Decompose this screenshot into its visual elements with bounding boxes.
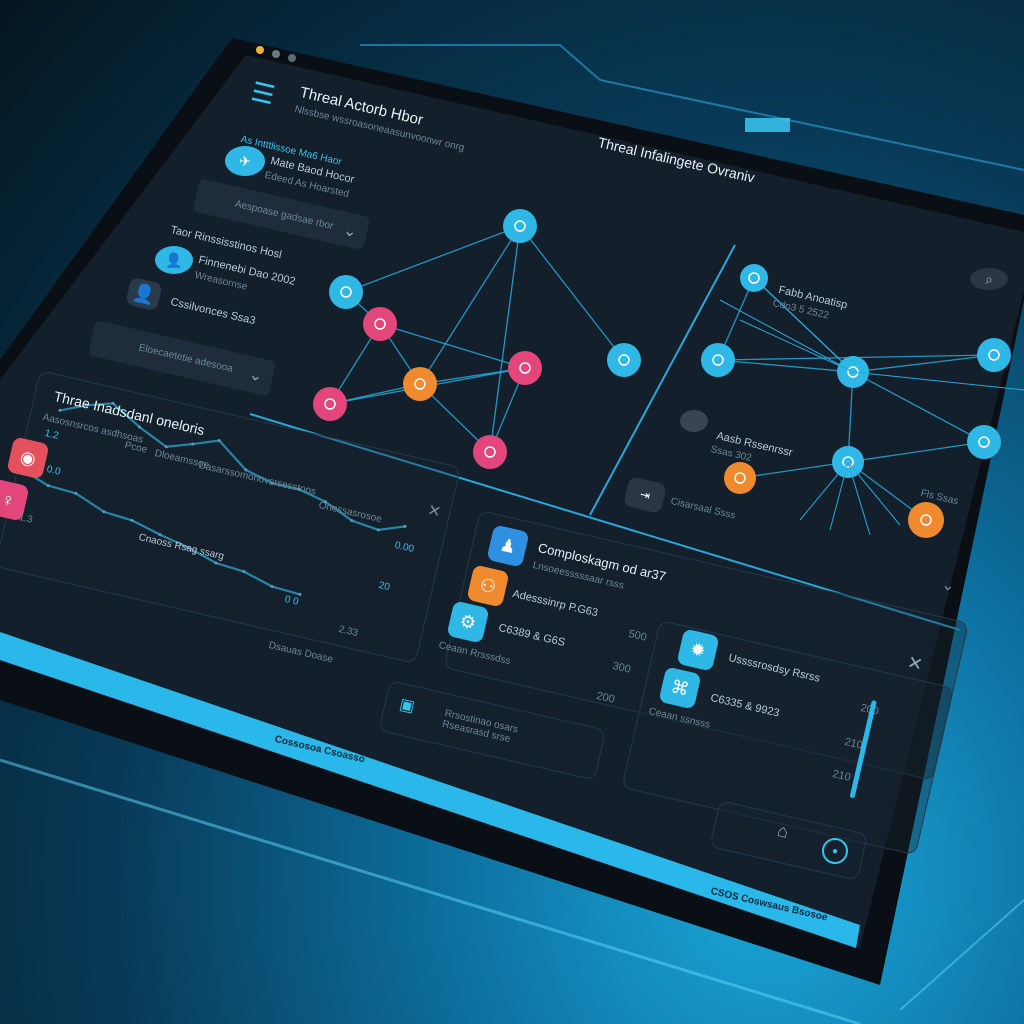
node-icon <box>842 456 854 468</box>
node-icon <box>712 354 724 366</box>
node-icon <box>920 514 932 526</box>
actor-graph-node[interactable] <box>607 343 641 377</box>
chart-point <box>158 533 162 537</box>
overview-graph-edge <box>739 319 854 373</box>
bug-icon <box>374 318 386 330</box>
overview-graph-edge <box>753 277 854 373</box>
chart-point <box>217 439 221 443</box>
chart-point <box>376 528 380 532</box>
chart-point <box>298 592 302 596</box>
node-icon <box>847 366 859 378</box>
chart-point <box>270 585 274 588</box>
window-dot[interactable] <box>256 46 264 54</box>
actor-graph-node[interactable] <box>503 209 537 243</box>
chart-point <box>297 487 301 491</box>
chart-point <box>323 500 327 504</box>
overview-graph-edge <box>847 441 985 463</box>
actor-graph-node[interactable] <box>363 307 397 341</box>
overview-graph-edge <box>739 461 849 479</box>
actor-graph-node[interactable] <box>313 387 347 421</box>
actor-graph-edge <box>345 225 521 293</box>
group-icon <box>414 378 426 390</box>
node-small-icon <box>680 410 708 432</box>
overview-graph-edge <box>719 299 854 373</box>
target-icon <box>484 446 496 458</box>
actor-graph-node[interactable] <box>473 435 507 469</box>
chart-point <box>244 468 248 472</box>
chart-point <box>138 425 142 429</box>
actor-graph-edge <box>519 225 625 361</box>
chart-point <box>186 545 190 549</box>
chart-point <box>164 445 168 449</box>
chart-point <box>130 518 134 522</box>
actor-graph-edge <box>419 225 521 385</box>
actor-graph-node[interactable] <box>508 351 542 385</box>
plane-icon: ✈ <box>225 146 265 176</box>
user-icon <box>324 398 336 410</box>
overview-graph-edge <box>852 371 985 443</box>
actor-graph-node[interactable] <box>403 367 437 401</box>
server-icon <box>618 354 630 366</box>
overview-graph-node[interactable] <box>967 425 1001 459</box>
node-icon <box>748 272 760 284</box>
window-dot[interactable] <box>288 54 296 62</box>
chart-point <box>74 491 78 495</box>
chart-point <box>191 442 195 446</box>
chart-point <box>270 481 274 485</box>
node-icon <box>988 349 1000 361</box>
actor-graph-edge <box>379 323 526 369</box>
overview-graph-node[interactable] <box>908 502 944 538</box>
chart-point <box>85 403 89 407</box>
window-dot[interactable] <box>272 50 280 58</box>
overview-graph-node[interactable] <box>701 343 735 377</box>
network-icon <box>514 220 526 232</box>
search-button[interactable]: ⌕ <box>970 268 1008 290</box>
chart-point <box>403 524 407 528</box>
status-bar <box>0 632 860 948</box>
chart-point <box>214 561 218 565</box>
actor-graph-node[interactable] <box>329 275 363 309</box>
overview-graph-edge <box>717 359 854 373</box>
chart-point <box>102 510 106 514</box>
chart-point <box>46 484 50 487</box>
overview-graph-edge <box>799 461 849 521</box>
node-icon <box>734 472 746 484</box>
chart-point <box>242 570 246 574</box>
overview-graph-edge <box>852 371 1024 391</box>
virus-icon <box>519 362 531 374</box>
settings-icon[interactable]: ● <box>822 838 848 864</box>
overview-graph-node[interactable] <box>740 264 768 292</box>
overview-graph-edge <box>847 461 871 536</box>
actor-graph-edge <box>489 225 521 453</box>
chart-series-line <box>59 402 406 532</box>
chart-point <box>350 519 354 523</box>
overview-graph-node[interactable] <box>977 338 1011 372</box>
chart-point <box>58 408 62 412</box>
node-icon <box>978 436 990 448</box>
chart-point <box>111 401 115 405</box>
user-icon: 👤 <box>155 246 193 274</box>
overview-graph-edge <box>847 461 901 526</box>
overview-graph-edge <box>829 461 849 531</box>
overview-graph-edge <box>852 354 995 373</box>
overview-graph-node[interactable] <box>724 462 756 494</box>
tree-icon <box>340 286 352 298</box>
